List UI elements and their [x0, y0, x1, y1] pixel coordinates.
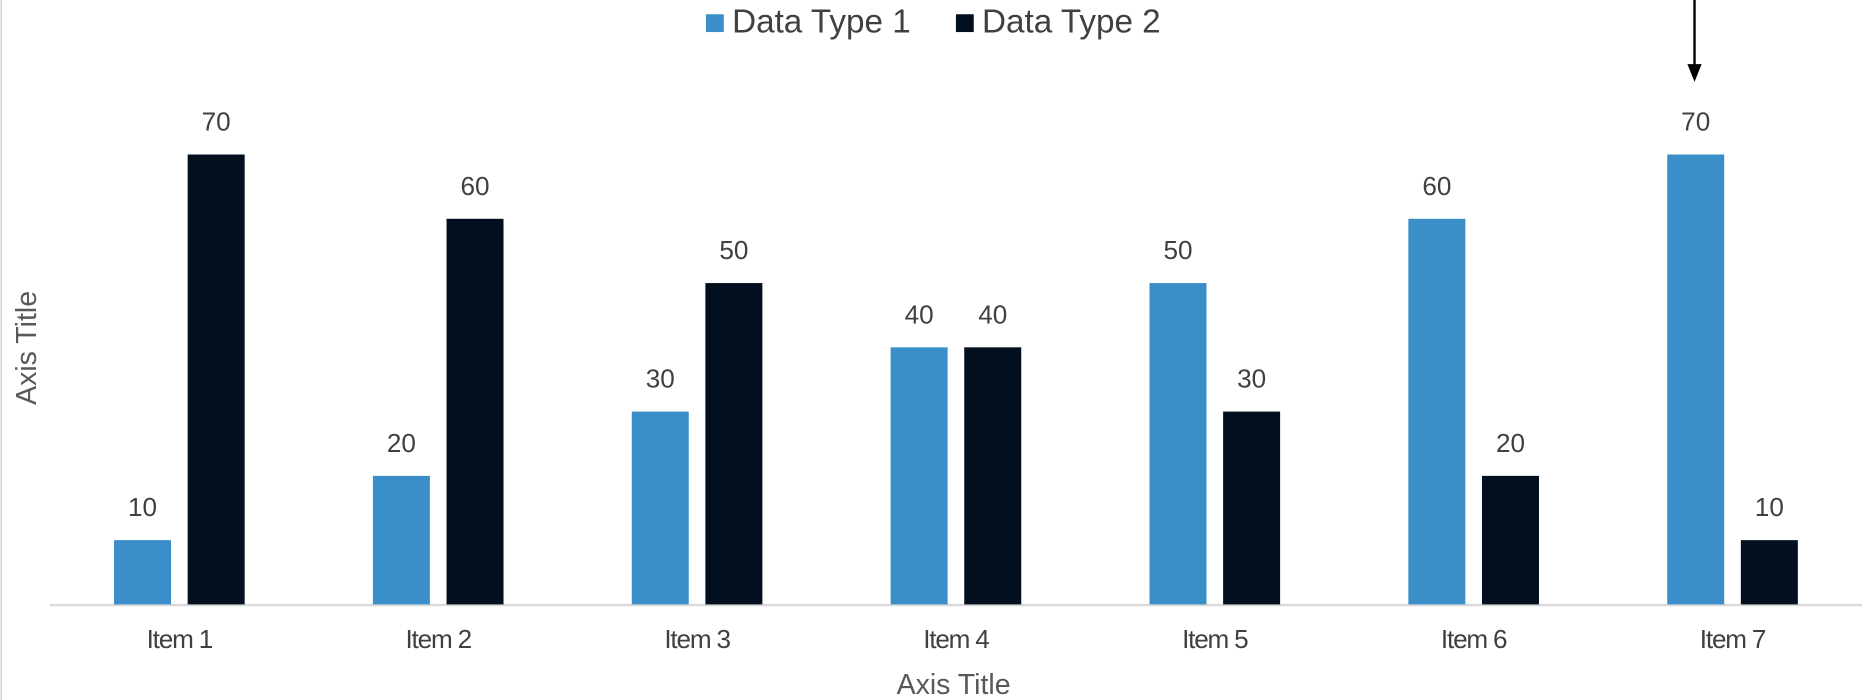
bar [1408, 218, 1466, 605]
bar [114, 540, 172, 605]
bar [372, 475, 430, 605]
annotation-arrow [1687, 0, 1702, 82]
y-axis-title: Axis Title [11, 291, 43, 405]
data-label: 40 [978, 299, 1007, 329]
data-label: 50 [719, 235, 748, 265]
x-tick-label: Item 5 [1182, 624, 1248, 654]
data-label: 30 [646, 364, 675, 394]
bar [187, 154, 245, 605]
data-label: 60 [460, 171, 489, 201]
legend-swatch [955, 14, 974, 33]
x-tick-label: Item 3 [664, 624, 730, 654]
bar [1667, 154, 1725, 605]
data-label: 20 [1496, 428, 1525, 458]
data-label: 50 [1163, 235, 1192, 265]
bar [964, 347, 1022, 605]
data-label: 10 [1755, 492, 1784, 522]
data-label: 40 [905, 299, 934, 329]
legend-label: Data Type 1 [732, 4, 911, 41]
bar [1481, 475, 1539, 605]
legend-swatch [705, 14, 724, 33]
bar [1149, 283, 1207, 605]
x-axis-title: Axis Title [897, 669, 1011, 700]
bar [890, 347, 948, 605]
bar [705, 283, 763, 605]
bar [1740, 540, 1798, 605]
bar [446, 218, 504, 605]
legend-label: Data Type 2 [982, 4, 1161, 41]
data-label: 10 [128, 492, 157, 522]
x-tick-label: Item 2 [405, 624, 471, 654]
x-tick-label: Item 7 [1700, 624, 1766, 654]
x-tick-label: Item 6 [1441, 624, 1507, 654]
x-tick-label: Item 1 [147, 624, 213, 654]
x-tick-label: Item 4 [923, 624, 989, 654]
data-label: 30 [1237, 364, 1266, 394]
data-label: 20 [387, 428, 416, 458]
bar [631, 411, 689, 605]
bar [1223, 411, 1281, 605]
data-label: 60 [1422, 171, 1451, 201]
data-label: 70 [202, 107, 231, 137]
data-label: 70 [1681, 107, 1710, 137]
